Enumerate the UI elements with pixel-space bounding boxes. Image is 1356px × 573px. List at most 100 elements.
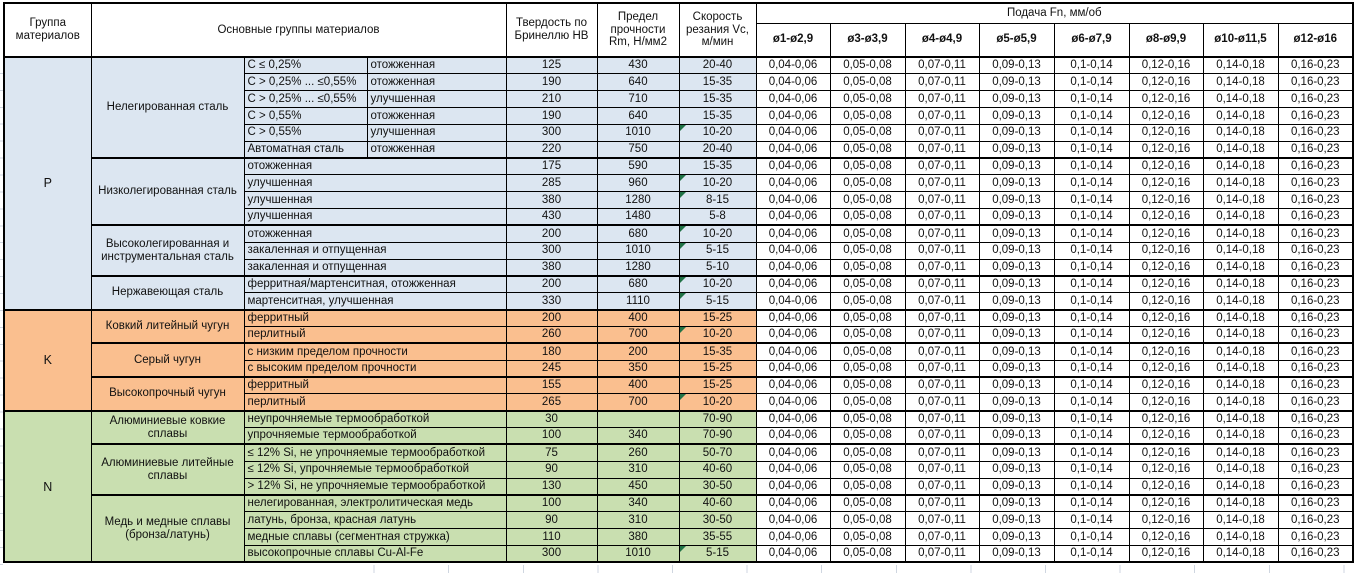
feed-value-cell: 0,07-0,11 [904,157,980,176]
feed-value-cell: 0,04-0,06 [755,157,831,176]
feed-value-cell: 0,14-0,18 [1202,274,1279,294]
material-desc-cell: высокопрочные сплавы Cu-Al-Fe [243,544,507,563]
hardness-value-cell: 190 [505,73,598,92]
material-desc-cell: мартенситная, улучшенная [243,292,507,311]
feed-value-cell: 0,12-0,16 [1128,274,1204,294]
table-row: медные сплавы (сегментная стружка) 110 380… [4,528,1354,546]
feed-value-cell: 0,16-0,23 [1277,224,1354,243]
cutting-speed-value-cell: 15-25 [678,376,757,395]
feed-value-cell: 0,16-0,23 [1277,511,1354,530]
feed-value-cell: 0,12-0,16 [1128,342,1204,361]
feed-value-cell: 0,1-0,14 [1053,174,1130,193]
hardness-value-cell: 200 [505,224,598,243]
feed-value-cell: 0,1-0,14 [1053,493,1130,513]
table-row: Алюминиевые литейные сплавы ≤ 12% Si, не … [4,443,1354,496]
feed-value-cell: 0,04-0,06 [755,393,831,412]
feed-value-cell: 0,05-0,08 [829,191,906,210]
feed-value-cell: 0,14-0,18 [1202,477,1279,496]
hardness-value-cell: 380 [505,258,598,277]
feed-value-cell: 0,16-0,23 [1277,241,1354,260]
cell-error-flag-icon [680,327,686,333]
feed-value-cell: 0,07-0,11 [904,191,980,210]
feed-value-cell: 0,1-0,14 [1053,528,1130,546]
hardness-value-cell: 190 [505,107,598,125]
feed-value-cell: 0,09-0,13 [978,56,1055,75]
feed-value-cell: 0,12-0,16 [1128,528,1204,546]
feed-value-cell: 0,04-0,06 [755,174,831,193]
cell-error-flag-icon [680,243,686,249]
feed-value-cell: 0,09-0,13 [978,460,1055,479]
feed-value-cell: 0,12-0,16 [1128,258,1204,277]
feed-value-cell: 0,14-0,18 [1202,376,1279,395]
strength-value-cell: 340 [596,427,680,445]
feed-value-cell: 0,1-0,14 [1053,427,1130,445]
feed-value-cell: 0,1-0,14 [1053,376,1130,395]
cutting-speed-value-cell: 5-15 [678,544,757,563]
feed-value-cell: 0,14-0,18 [1202,123,1279,142]
header-row-top: Группа материалов Основные группы матери… [3,2,1354,58]
subgroup-name-cell: Высокопрочный чугун [90,376,245,412]
feed-value-cell: 0,05-0,08 [829,140,906,159]
feed-value-cell: 0,1-0,14 [1053,393,1130,412]
material-state-cell: отожженная [366,107,507,125]
header-feed-d4: ø5-ø5,9 [978,22,1055,58]
feed-value-cell: 0,05-0,08 [829,224,906,243]
feed-value-cell: 0,07-0,11 [904,544,980,563]
feed-value-cell: 0,07-0,11 [904,274,980,294]
hardness-value-cell: 245 [505,359,598,378]
feed-value-cell: 0,16-0,23 [1277,427,1354,445]
strength-value-cell: 380 [596,528,680,546]
material-spec-cell: C > 0,25% ... ≤0,55% [243,73,368,92]
strength-value-cell: 750 [596,140,680,159]
feed-value-cell: 0,12-0,16 [1128,224,1204,243]
table-row: перлитный 260 700 10-20 0,04-0,06 0,05-0,08 0,… [4,326,1354,344]
feed-value-cell: 0,14-0,18 [1202,157,1279,176]
feed-value-cell: 0,1-0,14 [1053,359,1130,378]
feed-value-cell: 0,09-0,13 [978,308,1055,327]
strength-value-cell: 640 [596,73,680,92]
feed-value-cell: 0,05-0,08 [829,73,906,92]
feed-value-cell: 0,16-0,23 [1277,157,1354,176]
hardness-value-cell: 220 [505,140,598,159]
feed-value-cell: 0,1-0,14 [1053,140,1130,159]
header-feed-d5: ø6-ø7,9 [1053,22,1130,58]
cutting-speed-value-cell: 10-20 [678,123,757,142]
feed-value-cell: 0,04-0,06 [755,427,831,445]
feed-value-cell: 0,16-0,23 [1277,140,1354,159]
feed-value-cell: 0,07-0,11 [904,90,980,109]
feed-value-cell: 0,1-0,14 [1053,511,1130,530]
feed-value-cell: 0,07-0,11 [904,427,980,445]
feed-value-cell: 0,05-0,08 [829,342,906,361]
table-row: улучшенная 380 1280 8-15 0,04-0,06 0,05-0,08 0… [4,191,1354,210]
feed-value-cell: 0,1-0,14 [1053,241,1130,260]
feed-value-cell: 0,09-0,13 [978,258,1055,277]
feed-value-cell: 0,1-0,14 [1053,157,1130,176]
cell-error-flag-icon [680,125,686,131]
feed-value-cell: 0,05-0,08 [829,308,906,327]
feed-value-cell: 0,05-0,08 [829,359,906,378]
feed-value-cell: 0,16-0,23 [1277,174,1354,193]
feed-value-cell: 0,07-0,11 [904,409,980,429]
table-row: Низколегированная сталь отожженная 175 590 1… [4,157,1354,226]
header-feed-d3: ø4-ø4,9 [904,22,980,58]
feed-value-cell: 0,04-0,06 [755,477,831,496]
strength-value-cell: 1010 [596,241,680,260]
feed-value-cell: 0,04-0,06 [755,308,831,327]
feed-value-cell: 0,07-0,11 [904,308,980,327]
feed-value-cell: 0,05-0,08 [829,292,906,311]
table-row: Медь и медные сплавы (бронза/латунь) неле… [4,493,1354,563]
subgroup-name-cell: Медь и медные сплавы (бронза/латунь) [90,493,245,563]
feed-value-cell: 0,12-0,16 [1128,493,1204,513]
feed-value-cell: 0,05-0,08 [829,528,906,546]
feed-value-cell: 0,1-0,14 [1053,123,1130,142]
cutting-speed-value-cell: 10-20 [678,174,757,193]
feed-value-cell: 0,05-0,08 [829,258,906,277]
feed-value-cell: 0,09-0,13 [978,393,1055,412]
table-row: ≤ 12% Si, упрочняемые термообработкой 90 3… [4,460,1354,479]
feed-value-cell: 0,12-0,16 [1128,409,1204,429]
feed-value-cell: 0,07-0,11 [904,56,980,75]
feed-value-cell: 0,07-0,11 [904,376,980,395]
cell-error-flag-icon [680,394,686,401]
cutting-speed-value-cell: 5-10 [678,258,757,277]
cell-error-flag-icon [680,277,686,283]
